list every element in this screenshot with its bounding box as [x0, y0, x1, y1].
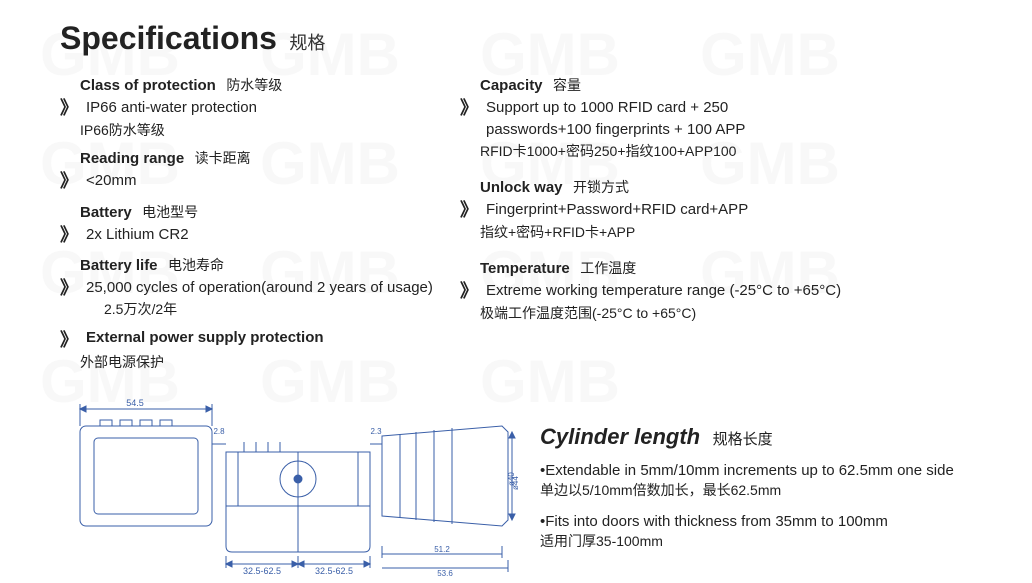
spec-col-right: Capacity 容量 》 Support up to 1000 RFID ca… [440, 75, 1000, 380]
svg-text:54.5: 54.5 [126, 398, 144, 408]
spec-reading-range: Reading range 读卡距离 》 <20mm [60, 148, 440, 193]
spec-head-en: Reading range [80, 150, 184, 167]
spec-temperature: Temperature 工作温度 》 Extreme working tempe… [460, 258, 1000, 323]
lower-row: 54.5 2.8 [0, 396, 1032, 576]
spec-head-cn: 开锁方式 [573, 179, 629, 195]
spec-val-cn: 指纹+密码+RFID卡+APP [480, 222, 1000, 242]
spec-head-en: Capacity [480, 77, 543, 94]
svg-text:32.5-62.5: 32.5-62.5 [243, 566, 281, 576]
spec-head-cn: 容量 [553, 77, 581, 93]
spec-battery-life: Battery life 电池寿命 》 25,000 cycles of ope… [60, 255, 440, 321]
cyl-title-en: Cylinder length [540, 424, 700, 449]
bullet-icon: 》 [60, 329, 78, 352]
spec-head-cn: 电池寿命 [168, 257, 224, 273]
spec-head-en: Class of protection [80, 77, 216, 94]
spec-columns: Class of protection 防水等级 》 IP66 anti-wat… [0, 75, 1032, 380]
cyl-item: •Extendable in 5mm/10mm increments up to… [540, 460, 1020, 501]
spec-head-cn: 防水等级 [226, 77, 282, 93]
spec-head-en: Battery [80, 204, 132, 221]
bullet-icon: 》 [460, 280, 478, 303]
title-cn: 规格 [289, 33, 325, 53]
spec-val: Support up to 1000 RFID card + 250 passw… [486, 97, 786, 141]
spec-val-cn: 外部电源保护 [80, 352, 440, 372]
bullet-icon: 》 [60, 97, 78, 120]
spec-head-cn: 电池型号 [142, 204, 198, 220]
svg-text:2.3: 2.3 [370, 427, 382, 436]
svg-text:53.6: 53.6 [437, 569, 453, 576]
page-title: Specifications 规格 [0, 20, 1032, 57]
spec-val-cn: RFID卡1000+密码250+指纹100+APP100 [480, 141, 1000, 161]
bullet-icon: 》 [60, 170, 78, 193]
spec-val: 25,000 cycles of operation(around 2 year… [86, 277, 440, 321]
spec-val: Fingerprint+Password+RFID card+APP [486, 199, 748, 221]
spec-ext-power: 》 External power supply protection 外部电源保… [60, 329, 440, 372]
bullet-icon: 》 [60, 224, 78, 247]
spec-head-en: Battery life [80, 257, 158, 274]
title-en: Specifications [60, 20, 277, 56]
spec-col-left: Class of protection 防水等级 》 IP66 anti-wat… [60, 75, 440, 380]
spec-val: Extreme working temperature range (-25°C… [486, 280, 841, 302]
spec-head-en: External power supply protection [86, 329, 324, 346]
svg-text:32.5-62.5: 32.5-62.5 [315, 566, 353, 576]
cyl-item: •Fits into doors with thickness from 35m… [540, 511, 1020, 552]
spec-val: <20mm [86, 170, 136, 192]
bullet-icon: 》 [60, 277, 78, 300]
cylinder-diagram: 54.5 2.8 [60, 396, 520, 576]
svg-text:2.8: 2.8 [213, 427, 225, 436]
spec-head-en: Temperature [480, 260, 570, 277]
bullet-icon: 》 [460, 97, 478, 120]
spec-val-cn: 极端工作温度范围(-25°C to +65°C) [480, 303, 1000, 323]
svg-text:ø44: ø44 [511, 476, 520, 490]
spec-val-cn: IP66防水等级 [80, 120, 440, 140]
spec-battery: Battery 电池型号 》 2x Lithium CR2 [60, 202, 440, 247]
spec-head-cn: 读卡距离 [195, 150, 251, 166]
cyl-title-cn: 规格长度 [713, 431, 773, 448]
spec-protection: Class of protection 防水等级 》 IP66 anti-wat… [60, 75, 440, 140]
spec-val: IP66 anti-water protection [86, 97, 257, 119]
bullet-icon: 》 [460, 199, 478, 222]
svg-text:51.2: 51.2 [434, 545, 450, 554]
spec-unlock: Unlock way 开锁方式 》 Fingerprint+Password+R… [460, 177, 1000, 242]
spec-val: 2x Lithium CR2 [86, 224, 189, 246]
cylinder-length-section: Cylinder length 规格长度 •Extendable in 5mm/… [520, 396, 1020, 576]
spec-capacity: Capacity 容量 》 Support up to 1000 RFID ca… [460, 75, 1000, 161]
spec-head-en: Unlock way [480, 179, 563, 196]
spec-head-cn: 工作温度 [580, 260, 636, 276]
